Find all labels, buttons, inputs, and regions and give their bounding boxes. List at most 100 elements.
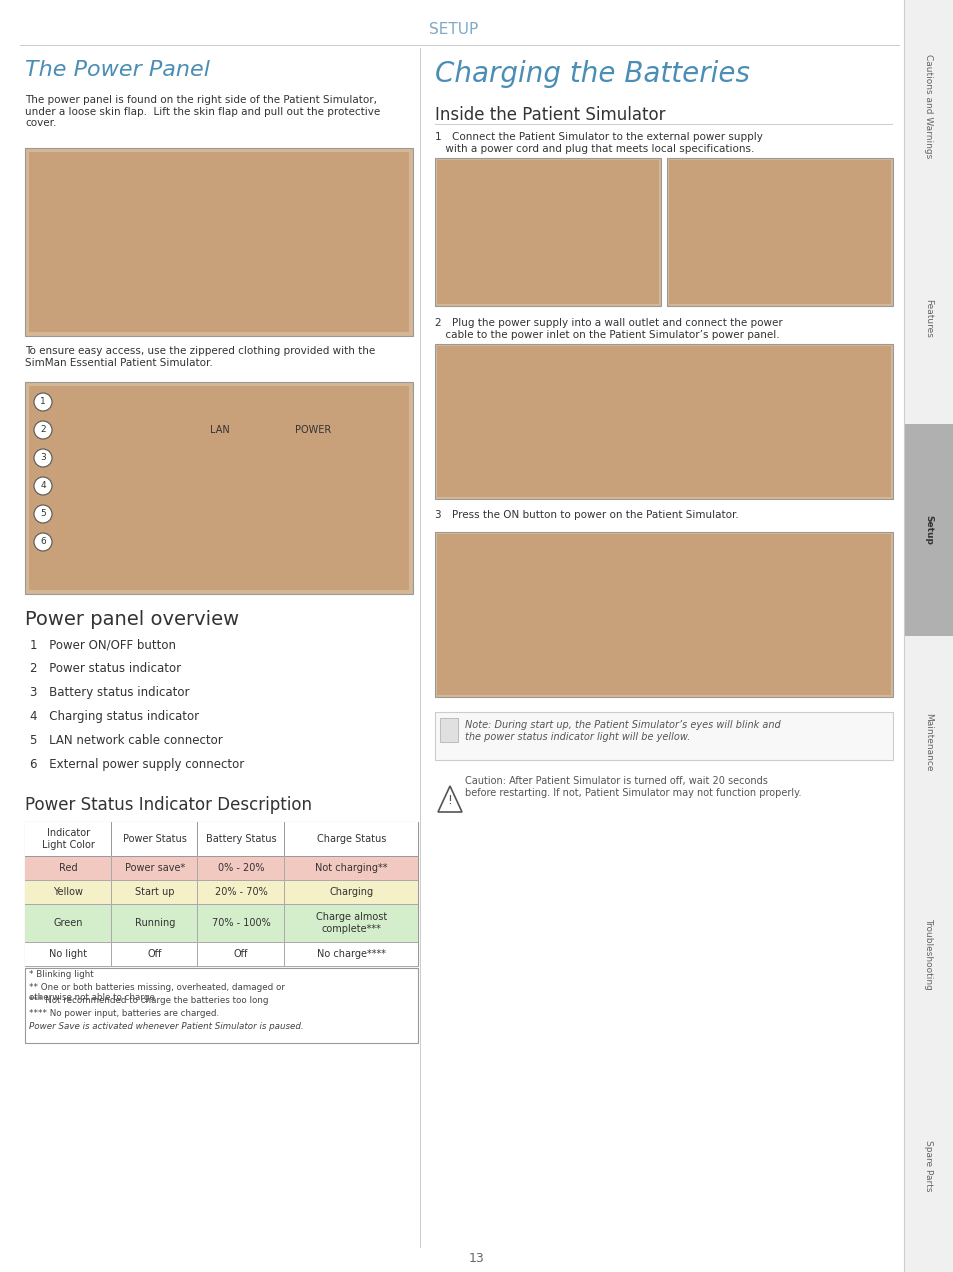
Bar xyxy=(25,822,417,965)
Bar xyxy=(25,822,417,856)
Bar xyxy=(111,856,112,880)
Bar xyxy=(284,856,285,880)
Bar xyxy=(284,822,285,965)
Text: Setup: Setup xyxy=(923,515,933,544)
Text: No charge****: No charge**** xyxy=(316,949,385,959)
Text: Power Status Indicator Description: Power Status Indicator Description xyxy=(25,796,312,814)
Circle shape xyxy=(34,505,52,523)
Text: * Blinking light: * Blinking light xyxy=(29,971,93,979)
Text: No light: No light xyxy=(50,949,88,959)
Text: 4 Charging status indicator: 4 Charging status indicator xyxy=(30,710,199,722)
Text: 3 Press the ON button to power on the Patient Simulator.: 3 Press the ON button to power on the Pa… xyxy=(435,510,738,520)
Text: 2 Plug the power supply into a wall outlet and connect the power
 cable to the p: 2 Plug the power supply into a wall outl… xyxy=(435,318,781,340)
Text: Red: Red xyxy=(59,862,77,873)
Text: 5 LAN network cable connector: 5 LAN network cable connector xyxy=(30,734,222,747)
Bar xyxy=(435,770,892,831)
Text: !: ! xyxy=(447,795,452,808)
Bar xyxy=(436,346,890,497)
Bar xyxy=(25,880,417,904)
Text: Charging the Batteries: Charging the Batteries xyxy=(435,60,749,88)
Text: *** Not recommended to charge the batteries too long: *** Not recommended to charge the batter… xyxy=(29,996,268,1005)
Bar xyxy=(111,880,112,904)
Text: 1: 1 xyxy=(40,397,46,407)
Text: 3: 3 xyxy=(40,454,46,463)
Text: Power Save is activated whenever Patient Simulator is paused.: Power Save is activated whenever Patient… xyxy=(29,1021,303,1032)
Text: Not charging**: Not charging** xyxy=(314,862,387,873)
Bar xyxy=(284,880,285,904)
Bar xyxy=(435,712,892,759)
Bar xyxy=(111,904,112,943)
Bar xyxy=(25,943,417,965)
Bar xyxy=(29,151,409,332)
Text: Caution: After Patient Simulator is turned off, wait 20 seconds
before restartin: Caution: After Patient Simulator is turn… xyxy=(464,776,801,798)
Bar xyxy=(284,904,285,943)
Text: Yellow: Yellow xyxy=(53,887,83,897)
Text: Cautions and Warnings: Cautions and Warnings xyxy=(923,53,933,158)
Text: Charge almost
complete***: Charge almost complete*** xyxy=(315,912,386,934)
Bar xyxy=(435,532,892,697)
Bar xyxy=(197,904,198,943)
Bar xyxy=(666,158,892,307)
Text: Features: Features xyxy=(923,299,933,337)
Text: 2: 2 xyxy=(40,426,46,435)
Text: 5: 5 xyxy=(40,510,46,519)
Text: 4: 4 xyxy=(40,482,46,491)
Bar xyxy=(111,943,112,965)
Text: 6 External power supply connector: 6 External power supply connector xyxy=(30,758,244,771)
Bar xyxy=(436,160,659,304)
Text: Spare Parts: Spare Parts xyxy=(923,1140,933,1192)
Bar xyxy=(197,822,198,965)
Text: 6: 6 xyxy=(40,538,46,547)
Text: 1 Power ON/OFF button: 1 Power ON/OFF button xyxy=(30,639,175,651)
Bar xyxy=(25,382,413,594)
Text: 0% - 20%: 0% - 20% xyxy=(217,862,264,873)
Text: Troubleshooting: Troubleshooting xyxy=(923,918,933,990)
Bar xyxy=(29,385,409,590)
Bar xyxy=(25,904,417,943)
Bar xyxy=(25,856,417,880)
Bar xyxy=(25,148,413,336)
Text: The Power Panel: The Power Panel xyxy=(25,60,210,80)
Circle shape xyxy=(34,393,52,411)
Text: Charge Status: Charge Status xyxy=(316,834,385,845)
Text: LAN: LAN xyxy=(210,425,230,435)
Bar xyxy=(668,160,890,304)
Circle shape xyxy=(34,477,52,495)
Bar xyxy=(197,880,198,904)
Bar xyxy=(111,822,112,965)
Text: Maintenance: Maintenance xyxy=(923,712,933,771)
Text: Start up: Start up xyxy=(134,887,174,897)
Text: POWER: POWER xyxy=(294,425,331,435)
Bar xyxy=(435,343,892,499)
Bar xyxy=(284,943,285,965)
Text: Green: Green xyxy=(53,918,83,929)
Text: Indicator
Light Color: Indicator Light Color xyxy=(42,828,94,850)
Bar xyxy=(419,48,420,1248)
Circle shape xyxy=(34,421,52,439)
Text: Power panel overview: Power panel overview xyxy=(25,611,239,628)
Text: Inside the Patient Simulator: Inside the Patient Simulator xyxy=(435,106,665,123)
Text: Charging: Charging xyxy=(329,887,373,897)
Text: 13: 13 xyxy=(469,1252,484,1264)
Text: Off: Off xyxy=(148,949,162,959)
Text: Note: During start up, the Patient Simulator’s eyes will blink and
the power sta: Note: During start up, the Patient Simul… xyxy=(464,720,780,742)
Text: Power save*: Power save* xyxy=(125,862,185,873)
Text: **** No power input, batteries are charged.: **** No power input, batteries are charg… xyxy=(29,1009,219,1018)
Text: 20% - 70%: 20% - 70% xyxy=(214,887,267,897)
Text: The power panel is found on the right side of the Patient Simulator,
under a loo: The power panel is found on the right si… xyxy=(25,95,380,128)
Text: Battery Status: Battery Status xyxy=(206,834,276,845)
Circle shape xyxy=(34,533,52,551)
Text: Running: Running xyxy=(134,918,174,929)
Bar xyxy=(439,717,457,742)
Circle shape xyxy=(34,449,52,467)
Bar xyxy=(903,0,953,1272)
Text: 70% - 100%: 70% - 100% xyxy=(212,918,271,929)
Bar xyxy=(903,424,953,636)
Bar xyxy=(197,943,198,965)
Text: 2 Power status indicator: 2 Power status indicator xyxy=(30,661,181,675)
Text: SETUP: SETUP xyxy=(429,23,478,37)
Bar xyxy=(435,158,660,307)
Text: Power Status: Power Status xyxy=(123,834,187,845)
Text: Off: Off xyxy=(233,949,248,959)
Text: To ensure easy access, use the zippered clothing provided with the
SimMan Essent: To ensure easy access, use the zippered … xyxy=(25,346,375,368)
